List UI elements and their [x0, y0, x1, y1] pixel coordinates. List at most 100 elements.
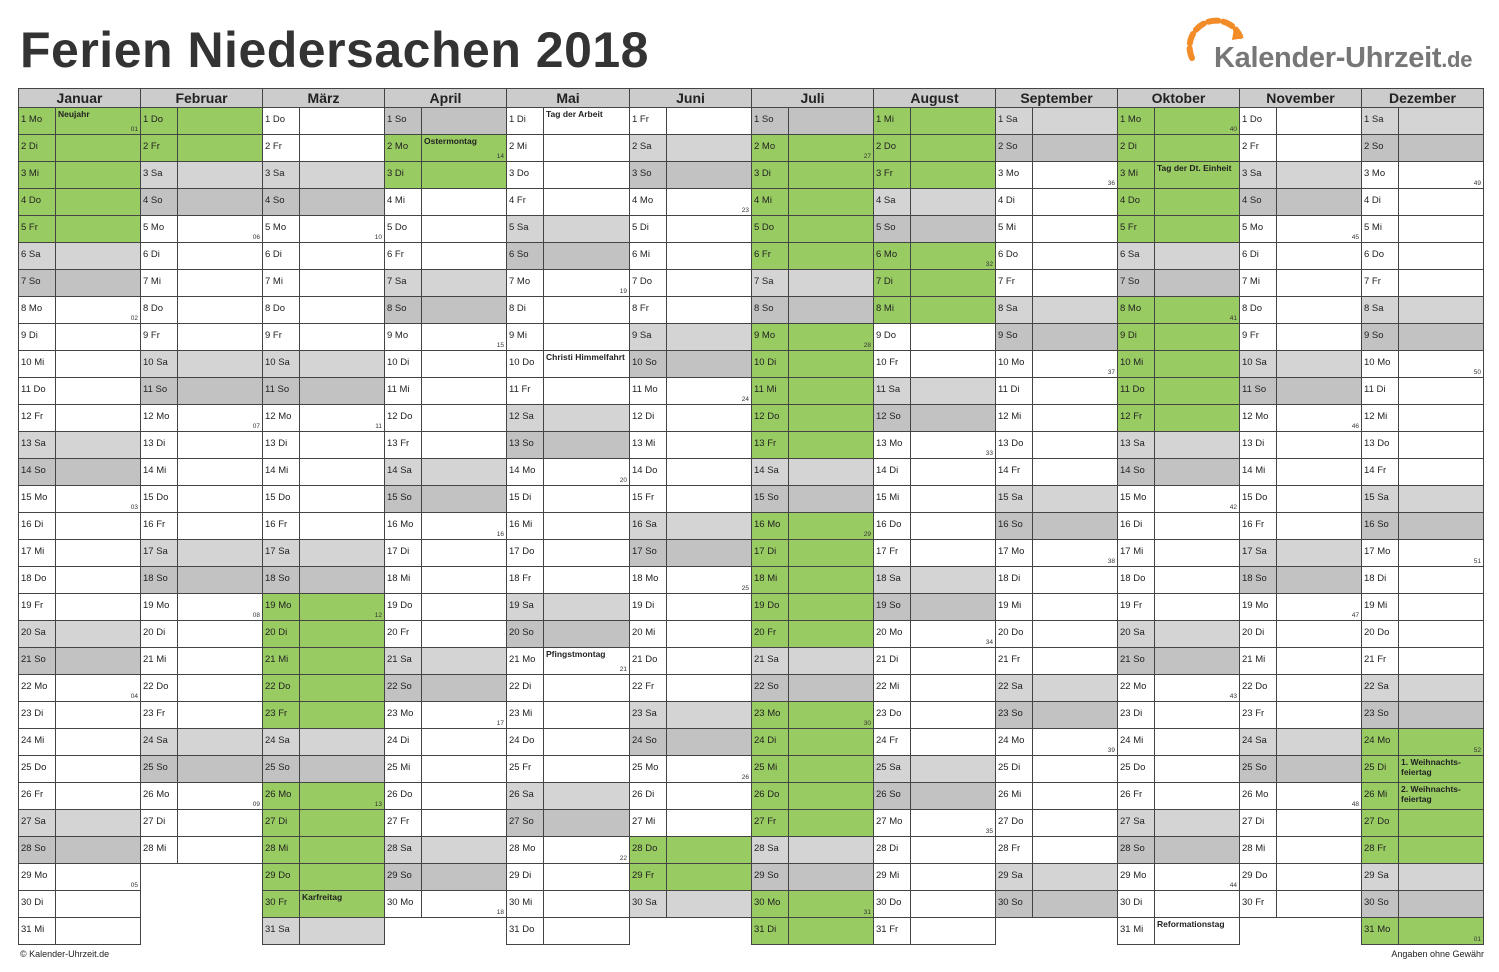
copyright-footer: © Kalender-Uhrzeit.de: [20, 949, 110, 959]
day-label: 4 So: [1242, 195, 1262, 206]
day-label: 20 Sa: [21, 627, 46, 638]
day-cell: 20 Di: [140, 620, 263, 648]
cell-divider: [421, 432, 422, 458]
cell-divider: [788, 486, 789, 512]
week-number: 27: [863, 153, 871, 160]
cell-divider: [910, 459, 911, 485]
day-label: 1 Do: [1242, 114, 1263, 125]
cell-divider: [1154, 837, 1155, 863]
day-cell: 25 Do: [18, 755, 141, 783]
day-label: 5 Do: [754, 222, 775, 233]
cell-divider: [1276, 108, 1277, 134]
week-number: 40: [1229, 126, 1237, 133]
cell-divider: [910, 918, 911, 944]
day-label: 4 Mi: [387, 195, 405, 206]
cell-divider: [177, 216, 178, 242]
disclaimer-footer: Angaben ohne Gewähr: [1391, 949, 1484, 959]
cell-divider: [1154, 324, 1155, 350]
cell-divider: [910, 162, 911, 188]
cell-divider: [910, 567, 911, 593]
cell-divider: [299, 918, 300, 944]
cell-divider: [543, 459, 544, 485]
cell-divider: [1276, 324, 1277, 350]
day-cell: 18 Di: [995, 566, 1118, 594]
day-cell: 17 Sa: [140, 539, 263, 567]
day-label: 19 Do: [754, 600, 780, 611]
cell-divider: [910, 783, 911, 809]
day-cell: 21 Mi: [140, 647, 263, 675]
day-label: 27 Di: [143, 816, 166, 827]
brand-logo[interactable]: Kalender-Uhrzeit.de: [1184, 14, 1484, 84]
day-cell: 18 So: [1239, 566, 1362, 594]
cell-divider: [1154, 459, 1155, 485]
day-label: 16 Mo: [754, 519, 781, 530]
day-cell: 25 So: [140, 755, 263, 783]
day-cell: 31 Mi: [18, 917, 141, 945]
day-label: 25 Do: [1120, 762, 1146, 773]
day-cell: 7 Mi: [1239, 269, 1362, 297]
cell-divider: [55, 810, 56, 836]
day-cell: 8 Mo 02: [18, 296, 141, 324]
cell-divider: [1032, 297, 1033, 323]
week-number: 10: [374, 234, 382, 241]
day-label: 20 Mo: [876, 627, 903, 638]
holiday-label: Ostermontag: [424, 136, 477, 146]
cell-divider: [1398, 702, 1399, 728]
cell-divider: [299, 675, 300, 701]
day-cell: 2 Di: [18, 134, 141, 162]
day-cell: 22 Do: [262, 674, 385, 702]
cell-divider: [299, 270, 300, 296]
day-label: 18 Sa: [876, 573, 901, 584]
day-cell: 1 Sa: [995, 107, 1118, 135]
cell-divider: [666, 270, 667, 296]
cell-divider: [55, 891, 56, 917]
day-cell: 29 Sa: [1361, 863, 1484, 891]
cell-divider: [55, 243, 56, 269]
day-cell: 28 Sa: [384, 836, 507, 864]
day-cell: 24 Mo 52: [1361, 728, 1484, 756]
holiday-label: Pfingstmontag: [546, 649, 606, 659]
cell-divider: [543, 675, 544, 701]
cell-divider: [666, 729, 667, 755]
day-label: 7 Sa: [754, 276, 774, 287]
day-cell: 28 Mi: [1239, 836, 1362, 864]
day-cell: 15 Do: [140, 485, 263, 513]
cell-divider: [1276, 135, 1277, 161]
day-cell: 13 Di: [1239, 431, 1362, 459]
cell-divider: [299, 405, 300, 431]
day-label: 27 Do: [998, 816, 1024, 827]
month-header-november: November: [1239, 88, 1362, 108]
day-cell: 1 Mo 40: [1117, 107, 1240, 135]
day-label: 8 Do: [265, 303, 286, 314]
cell-divider: [421, 837, 422, 863]
day-label: 2 Fr: [143, 141, 160, 152]
day-label: 12 Fr: [21, 411, 44, 422]
holiday-label: 2. Weihnachts-feiertag: [1401, 784, 1461, 804]
day-label: 19 Do: [387, 600, 413, 611]
day-label: 13 Sa: [1120, 438, 1145, 449]
day-label: 3 Fr: [876, 168, 893, 179]
day-cell: 20 Fr: [384, 620, 507, 648]
day-cell: 12 Di: [629, 404, 752, 432]
day-label: 26 Mi: [1364, 789, 1388, 800]
day-cell: 22 Do: [140, 674, 263, 702]
cell-divider: [1276, 270, 1277, 296]
day-cell: 18 So: [262, 566, 385, 594]
day-cell: 28 Mi: [262, 836, 385, 864]
day-label: 13 Di: [143, 438, 166, 449]
day-label: 11 Mi: [387, 384, 410, 395]
day-cell: 6 Mi: [629, 242, 752, 270]
day-cell: 22 Sa: [995, 674, 1118, 702]
cell-divider: [177, 162, 178, 188]
day-label: 21 So: [1120, 654, 1145, 665]
day-cell: 15 Mi: [873, 485, 996, 513]
day-cell: 17 Mo 51: [1361, 539, 1484, 567]
day-cell: 7 Sa: [384, 269, 507, 297]
day-cell: 20 So: [506, 620, 630, 648]
day-cell: 14 Mi: [262, 458, 385, 486]
day-label: 7 So: [1120, 276, 1140, 287]
day-label: 11 Do: [21, 384, 46, 395]
day-cell: 18 Sa: [873, 566, 996, 594]
cell-divider: [177, 135, 178, 161]
day-cell: 17 Do: [506, 539, 630, 567]
